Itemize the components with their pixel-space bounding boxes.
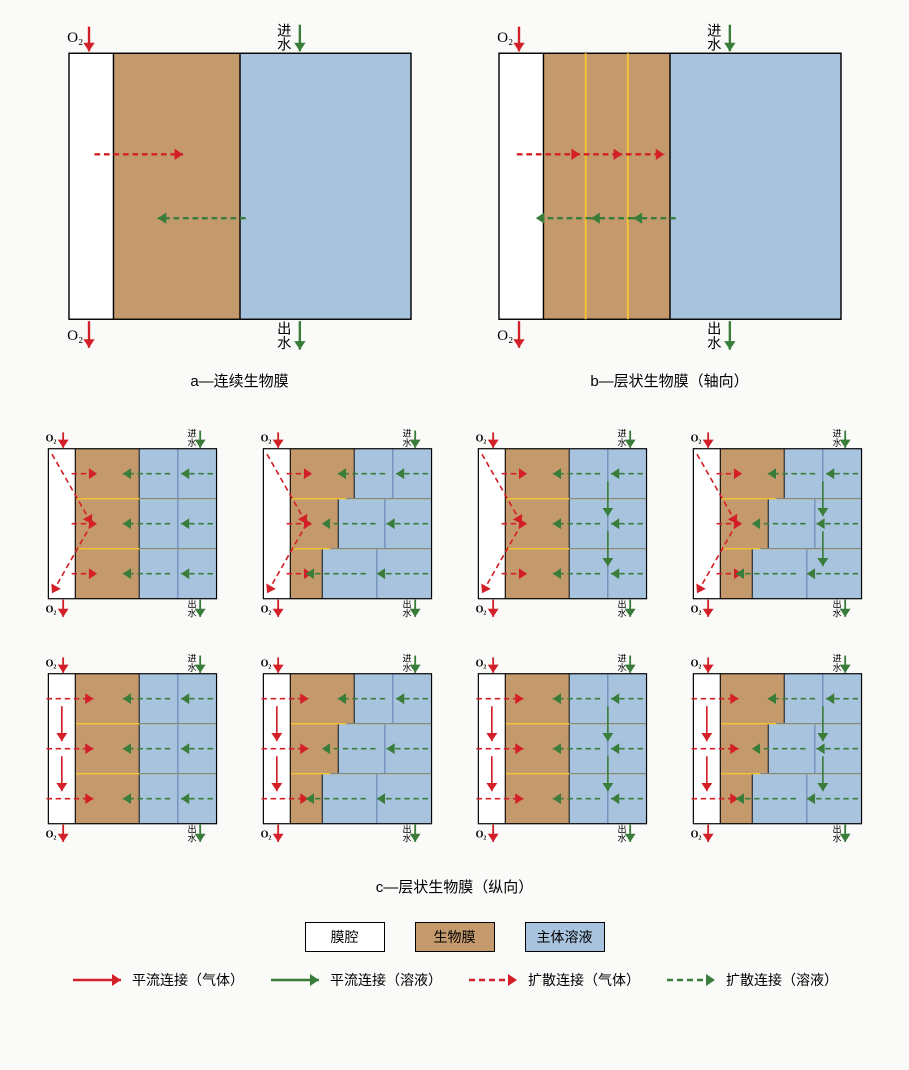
legend-bulk-label: 主体溶液: [537, 927, 593, 947]
svg-text:出水: 出水: [831, 824, 842, 843]
panel-b: O₂ O₂ 进水出水 b—层状生物膜（轴向）: [480, 20, 860, 416]
svg-text:出水: 出水: [616, 599, 627, 618]
svg-text:进水: 进水: [616, 654, 627, 672]
svg-text:O₂: O₂: [476, 604, 487, 615]
caption-a: a—连续生物膜: [50, 370, 430, 391]
svg-text:出水: 出水: [186, 599, 197, 618]
panel-c-small: O₂ O₂ 进水出水: [462, 426, 662, 626]
caption-b: b—层状生物膜（轴向）: [480, 370, 860, 391]
svg-text:出水: 出水: [616, 824, 627, 843]
legend-bulk: 主体溶液: [525, 922, 605, 952]
svg-text:出水: 出水: [186, 824, 197, 843]
svg-text:进水: 进水: [831, 654, 842, 672]
svg-text:进水: 进水: [616, 429, 627, 447]
svg-text:O₂: O₂: [46, 604, 57, 615]
panel-c-small: O₂ O₂ 进水出水: [677, 426, 877, 626]
legend-biofilm: 生物膜: [415, 922, 495, 952]
svg-text:进水: 进水: [274, 22, 290, 51]
panel-c-small: O₂ O₂ 进水出水: [462, 651, 662, 851]
c-row-2: O₂ O₂ 进水出水 O₂ O₂ 进水出水 O₂ O₂ 进水出水 O₂ O₂ 进水出水: [20, 651, 889, 851]
svg-text:进水: 进水: [401, 429, 412, 447]
c-row-1: O₂ O₂ 进水出水 O₂ O₂ 进水出水 O₂ O₂ 进水出水 O₂ O₂ 进水出水: [20, 426, 889, 626]
svg-text:O₂: O₂: [67, 29, 83, 46]
legend-region-boxes: 膜腔 生物膜 主体溶液: [20, 922, 889, 952]
svg-text:O₂: O₂: [497, 327, 513, 344]
svg-text:进水: 进水: [401, 654, 412, 672]
svg-text:O₂: O₂: [261, 604, 272, 615]
panel-c-small: O₂ O₂ 进水出水: [32, 651, 232, 851]
top-row: O₂ O₂ 进水出水 a—连续生物膜 O₂ O₂ 进水出水 b—层状生物膜（轴向）: [20, 20, 889, 416]
svg-text:O₂: O₂: [691, 433, 702, 444]
svg-text:出水: 出水: [831, 599, 842, 618]
svg-text:进水: 进水: [831, 429, 842, 447]
svg-text:O₂: O₂: [691, 604, 702, 615]
panel-c-small: O₂ O₂ 进水出水: [247, 651, 447, 851]
svg-text:进水: 进水: [186, 429, 197, 447]
legend-biofilm-label: 生物膜: [434, 927, 476, 947]
svg-text:O₂: O₂: [497, 29, 513, 46]
svg-text:O₂: O₂: [261, 658, 272, 669]
panel-a: O₂ O₂ 进水出水 a—连续生物膜: [50, 20, 430, 416]
svg-text:出水: 出水: [274, 321, 290, 350]
svg-text:O₂: O₂: [46, 829, 57, 840]
svg-text:O₂: O₂: [476, 433, 487, 444]
panel-c-small: O₂ O₂ 进水出水: [247, 426, 447, 626]
svg-text:出水: 出水: [401, 599, 412, 618]
svg-text:O₂: O₂: [46, 658, 57, 669]
biofilm-diagram-figure: O₂O₂进水出水 a—连续生物膜 O₂O₂进水出水 b—层状生物膜（轴向） O₂…: [20, 20, 889, 990]
svg-text:O₂: O₂: [476, 829, 487, 840]
svg-text:O₂: O₂: [691, 829, 702, 840]
svg-text:进水: 进水: [186, 654, 197, 672]
svg-text:O₂: O₂: [691, 658, 702, 669]
legend-cavity: 膜腔: [305, 922, 385, 952]
svg-text:出水: 出水: [401, 824, 412, 843]
svg-text:出水: 出水: [704, 321, 720, 350]
legend-cavity-label: 膜腔: [331, 927, 359, 947]
legend-arrows: 平流连接（气体） 平流连接（溶液） 扩散连接（气体） 扩散连接（溶液）: [20, 970, 889, 990]
svg-text:O₂: O₂: [261, 433, 272, 444]
legend-adv-liq: 平流连接（溶液）: [269, 970, 442, 990]
svg-text:进水: 进水: [704, 22, 720, 51]
panel-c-small: O₂ O₂ 进水出水: [32, 426, 232, 626]
legend-diff-gas: 扩散连接（气体）: [467, 970, 640, 990]
legend-diff-liq: 扩散连接（溶液）: [665, 970, 838, 990]
svg-text:O₂: O₂: [261, 829, 272, 840]
legend-adv-gas: 平流连接（气体）: [71, 970, 244, 990]
svg-text:O₂: O₂: [46, 433, 57, 444]
panel-c-small: O₂ O₂ 进水出水: [677, 651, 877, 851]
svg-text:O₂: O₂: [67, 327, 83, 344]
svg-text:O₂: O₂: [476, 658, 487, 669]
caption-c: c—层状生物膜（纵向）: [20, 876, 889, 897]
